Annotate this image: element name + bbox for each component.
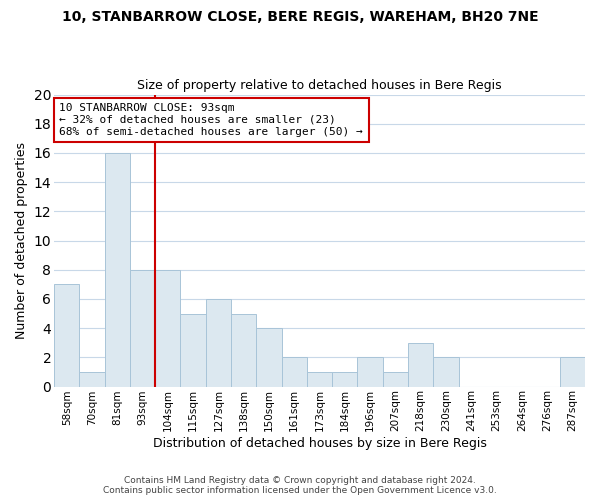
Bar xyxy=(332,372,358,386)
Y-axis label: Number of detached properties: Number of detached properties xyxy=(15,142,28,339)
Bar xyxy=(181,314,206,386)
Bar xyxy=(155,270,181,386)
Bar xyxy=(433,358,458,386)
Text: 10, STANBARROW CLOSE, BERE REGIS, WAREHAM, BH20 7NE: 10, STANBARROW CLOSE, BERE REGIS, WAREHA… xyxy=(62,10,538,24)
Bar xyxy=(358,358,383,386)
Bar xyxy=(206,299,231,386)
Bar xyxy=(281,358,307,386)
Text: 10 STANBARROW CLOSE: 93sqm
← 32% of detached houses are smaller (23)
68% of semi: 10 STANBARROW CLOSE: 93sqm ← 32% of deta… xyxy=(59,104,363,136)
X-axis label: Distribution of detached houses by size in Bere Regis: Distribution of detached houses by size … xyxy=(152,437,487,450)
Bar xyxy=(307,372,332,386)
Bar xyxy=(104,153,130,386)
Bar xyxy=(560,358,585,386)
Bar xyxy=(383,372,408,386)
Bar xyxy=(256,328,281,386)
Title: Size of property relative to detached houses in Bere Regis: Size of property relative to detached ho… xyxy=(137,79,502,92)
Bar xyxy=(54,284,79,386)
Text: Contains HM Land Registry data © Crown copyright and database right 2024.
Contai: Contains HM Land Registry data © Crown c… xyxy=(103,476,497,495)
Bar xyxy=(408,342,433,386)
Bar xyxy=(130,270,155,386)
Bar xyxy=(231,314,256,386)
Bar xyxy=(79,372,104,386)
